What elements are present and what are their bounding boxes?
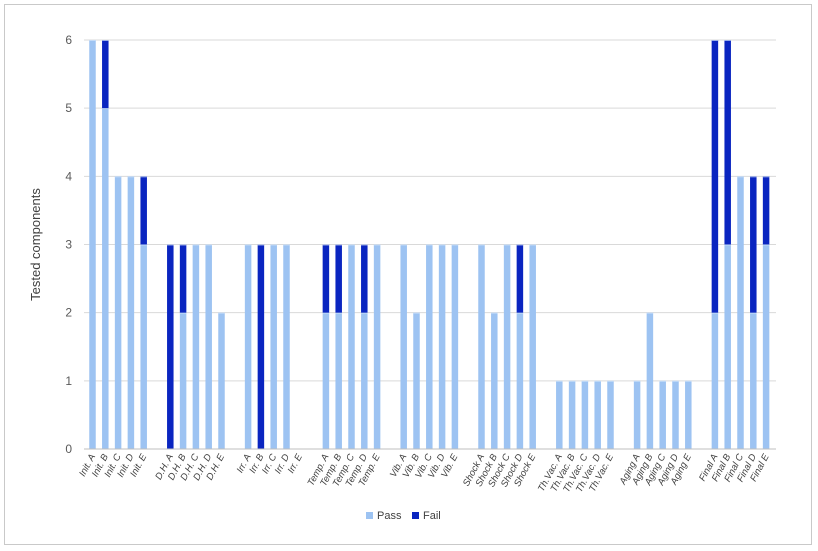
bar-pass: [205, 244, 212, 449]
bar-pass: [192, 244, 200, 449]
bar-pass: [373, 244, 381, 449]
bar-pass: [503, 244, 511, 449]
bar-pass: [114, 176, 122, 450]
bar-pass: [672, 380, 679, 449]
bar-pass: [478, 244, 485, 449]
bar-pass: [516, 312, 524, 449]
y-tick-label: 1: [65, 374, 72, 388]
bar-fail: [179, 244, 187, 313]
bar-fail: [516, 244, 524, 313]
bar-fail: [102, 40, 109, 109]
bar-pass: [594, 380, 601, 449]
bar-pass: [556, 380, 563, 449]
bar-fail: [335, 244, 342, 313]
bar-pass: [685, 380, 692, 449]
bar-pass: [438, 244, 446, 449]
bar-pass: [127, 176, 135, 450]
bar-pass: [218, 312, 225, 449]
bar-pass: [348, 244, 355, 449]
bar-pass: [89, 40, 96, 449]
bar-pass: [607, 380, 614, 449]
bar-pass: [750, 312, 757, 449]
legend-label-fail: Fail: [423, 510, 441, 522]
bar-pass: [102, 108, 109, 450]
bar-pass: [529, 244, 536, 449]
bar-pass: [335, 312, 342, 449]
bar-pass: [413, 312, 420, 449]
bar-pass: [762, 244, 770, 449]
y-tick-label: 4: [65, 169, 72, 183]
bar-pass: [646, 312, 654, 449]
bar-fail: [361, 244, 368, 313]
bar-pass: [361, 312, 368, 449]
bar-fail: [257, 244, 265, 449]
bar-fail: [322, 244, 330, 313]
bar-pass: [400, 244, 407, 449]
bar-fail: [750, 176, 757, 313]
y-tick-label: 0: [65, 442, 72, 456]
bar-pass: [711, 312, 719, 449]
bar-pass: [283, 244, 290, 449]
bar-pass: [270, 244, 277, 449]
bar-pass: [581, 380, 589, 449]
y-tick-label: 3: [65, 238, 72, 252]
bar-pass: [140, 244, 147, 449]
bar-pass: [737, 176, 744, 450]
bar-pass: [451, 244, 459, 449]
bar-fail: [711, 40, 719, 313]
bar-pass: [633, 380, 641, 449]
bar-fail: [762, 176, 770, 245]
bar-fail: [140, 176, 147, 245]
y-axis-label: Tested components: [28, 188, 43, 301]
bar-pass: [244, 244, 252, 449]
y-tick-label: 5: [65, 101, 72, 115]
bar-pass: [491, 312, 498, 449]
bar-pass: [322, 312, 330, 449]
y-tick-label: 2: [65, 306, 72, 320]
chart-frame: [4, 4, 812, 545]
legend-swatch-pass: [366, 512, 373, 519]
legend-swatch-fail: [412, 512, 419, 519]
bar-pass: [179, 312, 187, 449]
bar-pass: [724, 244, 731, 449]
y-tick-label: 6: [65, 33, 72, 47]
legend-label-pass: Pass: [377, 510, 402, 522]
bar-pass: [568, 380, 576, 449]
x-tick-label: Irr. E: [286, 452, 306, 476]
bar-pass: [659, 380, 666, 449]
bar-fail: [724, 40, 731, 245]
bar-pass: [426, 244, 433, 449]
bar-fail: [167, 244, 174, 449]
